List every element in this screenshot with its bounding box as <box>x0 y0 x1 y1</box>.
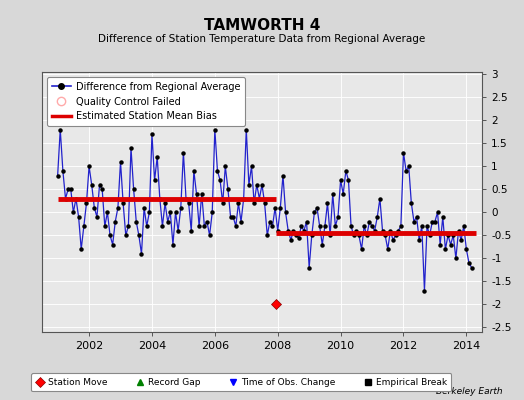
Legend: Difference from Regional Average, Quality Control Failed, Estimated Station Mean: Difference from Regional Average, Qualit… <box>47 77 245 126</box>
Text: TAMWORTH 4: TAMWORTH 4 <box>204 18 320 33</box>
Text: Difference of Station Temperature Data from Regional Average: Difference of Station Temperature Data f… <box>99 34 425 44</box>
Text: Berkeley Earth: Berkeley Earth <box>436 387 503 396</box>
Legend: Station Move, Record Gap, Time of Obs. Change, Empirical Break: Station Move, Record Gap, Time of Obs. C… <box>31 374 451 392</box>
